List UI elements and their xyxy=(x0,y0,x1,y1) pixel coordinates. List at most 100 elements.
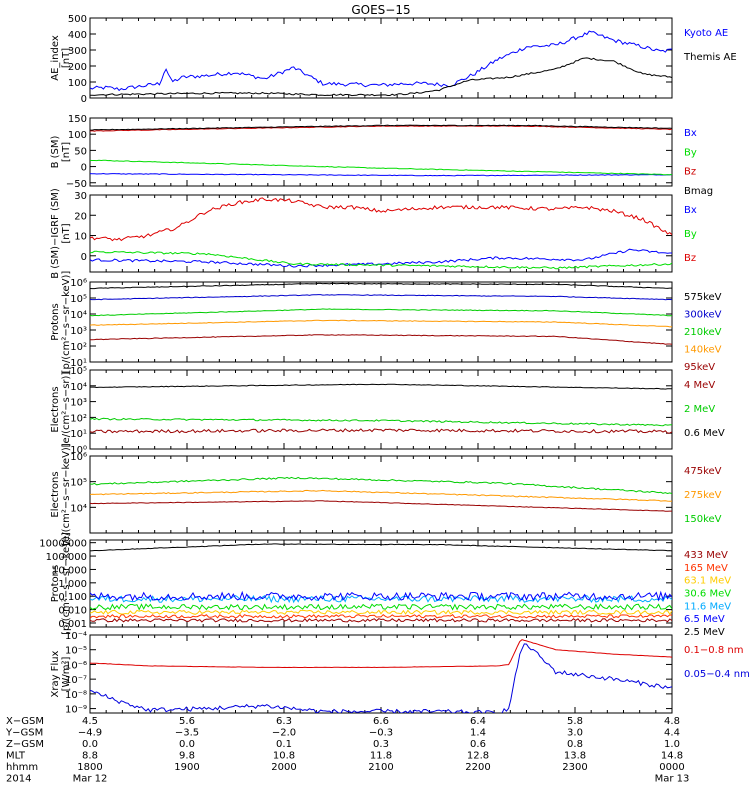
y-tick-label: 10³ xyxy=(70,326,87,337)
x-row-value: 1.4 xyxy=(470,728,486,739)
y-tick-label: 150 xyxy=(68,114,87,125)
series-line xyxy=(90,124,672,131)
y-tick-label: 10⁴ xyxy=(70,382,87,393)
panel-bsm: −50 0 50 100 150 B (SM) [nT] Bx By Bz Bmag xyxy=(50,114,713,197)
legend-entry: 433 MeV xyxy=(684,550,728,561)
legend-entry: 140keV xyxy=(684,345,722,356)
x-row-value: 0.0 xyxy=(82,739,98,750)
y-tick-label: 10⁰ xyxy=(70,445,87,456)
legend-entry: 95keV xyxy=(684,362,715,373)
series-line xyxy=(90,197,672,242)
y-axis-label: [p/(cm²−s−sr−keV)] xyxy=(61,271,72,374)
x-row-value: 6.4 xyxy=(470,716,486,727)
x-row-label: hhmm xyxy=(6,762,38,773)
y-tick-label: 100.000 xyxy=(46,552,87,563)
legend-entry: 210keV xyxy=(684,327,722,338)
y-axis-label: [nT] xyxy=(61,142,72,162)
x-row-label: Y−GSM xyxy=(5,728,43,739)
y-tick-label: 10⁵ xyxy=(70,366,87,377)
y-tick-label: 10² xyxy=(70,342,87,353)
legend-entry: Kyoto AE xyxy=(684,28,728,39)
legend-entry: Bz xyxy=(684,167,696,178)
panel-frame xyxy=(89,634,673,714)
y-tick-label: 50 xyxy=(74,146,87,157)
y-tick-label: 500 xyxy=(68,14,87,25)
panel-frame xyxy=(89,455,673,534)
panel-electrons_kev: 10⁴ 10⁵ 10⁶ Electrons [e/(cm²−s−sr−keV)] 475k… xyxy=(50,443,722,546)
series-line xyxy=(90,282,672,290)
y-tick-label: 400 xyxy=(68,30,87,41)
series-line xyxy=(90,417,672,427)
end-date-label: Mar 13 xyxy=(655,774,690,785)
y-tick-label: 10⁻⁶ xyxy=(65,660,87,671)
start-date-label: Mar 12 xyxy=(73,774,108,785)
y-tick-label: 100 xyxy=(68,130,87,141)
x-row-value: 11.8 xyxy=(370,751,392,762)
x-row-value: 12.8 xyxy=(467,751,489,762)
series-line xyxy=(90,383,672,390)
x-row-value: 0.3 xyxy=(373,739,389,750)
y-tick-label: 10⁴ xyxy=(70,503,87,514)
y-axis-label: [W/m²] xyxy=(61,656,72,691)
legend-entry: 575keV xyxy=(684,292,722,303)
series-line xyxy=(90,428,672,434)
y-tick-label: 30 xyxy=(74,191,87,202)
series-line xyxy=(90,159,672,176)
legend-entry: 475keV xyxy=(684,466,722,477)
y-axis-label: Electrons xyxy=(50,471,61,517)
legend-entry: 2 MeV xyxy=(684,404,715,415)
legend-entry: 165 MeV xyxy=(684,563,728,574)
panel-frame xyxy=(89,281,673,363)
legend-entry: Bmag xyxy=(684,186,713,197)
y-axis-label: Protons xyxy=(50,565,61,602)
x-row-value: 6.3 xyxy=(276,716,292,727)
y-axis-label: AE_index xyxy=(50,35,61,81)
x-row-value: 1900 xyxy=(174,762,199,773)
y-tick-label: 0.001 xyxy=(58,619,87,630)
x-row-value: 10.8 xyxy=(273,751,295,762)
legend-entry: Bx xyxy=(684,128,697,139)
x-row-value: 0.1 xyxy=(276,739,292,750)
y-tick-label: 10⁴ xyxy=(70,310,87,321)
series-line xyxy=(90,543,672,552)
y-tick-label: 10¹ xyxy=(70,429,87,440)
y-tick-label: −50 xyxy=(66,179,87,190)
y-axis-label: B (SM)−IGRF (SM) xyxy=(50,188,61,279)
legend-entry: 11.6 MeV xyxy=(684,601,731,612)
x-row-value: 4.8 xyxy=(664,716,680,727)
y-tick-label: 10⁶ xyxy=(70,278,87,289)
y-tick-label: 10⁻⁷ xyxy=(65,675,87,686)
legend-entry: 4 MeV xyxy=(684,380,715,391)
series-line xyxy=(90,172,672,177)
x-row-value: 0.8 xyxy=(567,739,583,750)
series-line xyxy=(90,319,672,328)
y-tick-label: 0.100 xyxy=(58,592,87,603)
legend-entry: Bx xyxy=(684,205,697,216)
y-tick-label: 10² xyxy=(70,413,87,424)
x-row-value: −2.0 xyxy=(272,728,296,739)
y-axis-label: [nT] xyxy=(61,48,72,68)
y-tick-label: 10⁶ xyxy=(70,452,87,463)
series-line xyxy=(90,590,672,602)
y-axis-label: [nT] xyxy=(61,223,72,243)
y-tick-label: 10⁻⁴ xyxy=(65,631,87,642)
y-axis-label: Xray Flux xyxy=(50,650,61,697)
series-line xyxy=(90,643,672,713)
x-row-value: −3.5 xyxy=(175,728,199,739)
y-tick-label: 10³ xyxy=(70,398,87,409)
y-axis-label: Electrons xyxy=(50,386,61,432)
y-tick-label: 10⁵ xyxy=(70,478,87,489)
panel-frame xyxy=(89,369,673,450)
x-row-value: 2200 xyxy=(465,762,490,773)
y-tick-label: 20 xyxy=(74,211,87,222)
legend-entry: 63.1 MeV xyxy=(684,576,731,587)
legend-entry: Bz xyxy=(684,253,696,264)
y-tick-label: 1000.000 xyxy=(39,539,87,550)
series-line xyxy=(90,334,672,345)
legend-entry: 0.1−0.8 nm xyxy=(684,645,743,656)
x-row-value: −4.9 xyxy=(78,728,102,739)
x-row-value: 0.6 xyxy=(470,739,486,750)
panel-protons_mev: 0.001 0.010 0.100 1.000 10.000 100.000 1000.00… xyxy=(39,532,731,638)
x-row-value: 2000 xyxy=(271,762,296,773)
series-line xyxy=(90,613,672,619)
